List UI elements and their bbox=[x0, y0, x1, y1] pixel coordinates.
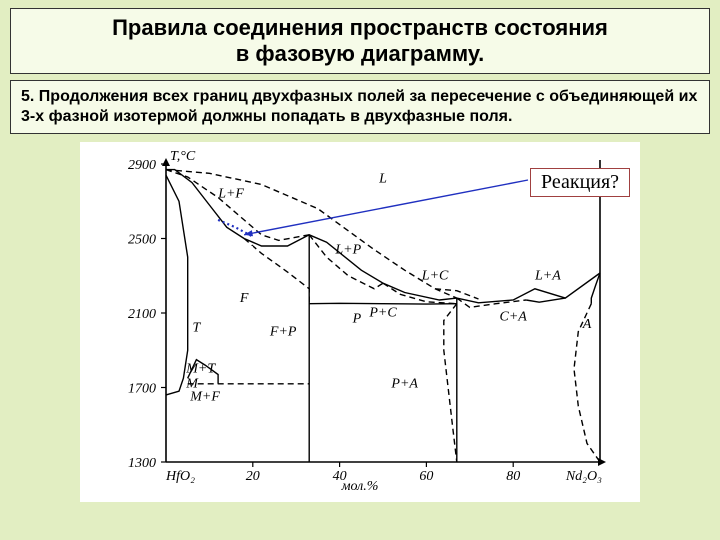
svg-text:Nd₂O₃: Nd₂O₃ bbox=[565, 469, 602, 484]
svg-text:A: A bbox=[582, 317, 592, 332]
svg-text:1300: 1300 bbox=[128, 456, 156, 471]
svg-text:L+C: L+C bbox=[421, 268, 449, 283]
svg-text:60: 60 bbox=[419, 469, 433, 484]
svg-text:L: L bbox=[378, 172, 387, 187]
svg-text:L+F: L+F bbox=[217, 187, 244, 202]
svg-text:C+A: C+A bbox=[500, 309, 528, 324]
svg-text:P+C: P+C bbox=[368, 306, 397, 321]
svg-text:F+P: F+P bbox=[269, 324, 297, 339]
reaction-label: Реакция? bbox=[530, 168, 630, 197]
svg-text:L+A: L+A bbox=[534, 268, 561, 283]
svg-text:2900: 2900 bbox=[128, 158, 156, 173]
svg-text:T,°C: T,°C bbox=[170, 149, 196, 164]
svg-text:HfO₂: HfO₂ bbox=[165, 469, 195, 484]
svg-text:20: 20 bbox=[246, 469, 260, 484]
svg-text:2100: 2100 bbox=[128, 307, 156, 322]
svg-text:P: P bbox=[352, 311, 362, 326]
title-line-1: Правила соединения пространств состояния bbox=[21, 15, 699, 41]
svg-text:L+P: L+P bbox=[334, 242, 361, 257]
svg-text:мол.%: мол.% bbox=[341, 479, 379, 494]
phase-diagram: 13001700210025002900T,°C20406080HfO₂Nd₂O… bbox=[80, 142, 640, 502]
title-box: Правила соединения пространств состояния… bbox=[10, 8, 710, 74]
svg-text:F: F bbox=[239, 291, 249, 306]
svg-text:80: 80 bbox=[506, 469, 520, 484]
svg-text:T: T bbox=[192, 321, 201, 336]
svg-text:M+F: M+F bbox=[189, 390, 220, 405]
svg-text:1700: 1700 bbox=[128, 382, 156, 397]
svg-text:M+T: M+T bbox=[185, 362, 216, 377]
rule-box: 5. Продолжения всех границ двухфазных по… bbox=[10, 80, 710, 134]
svg-text:2500: 2500 bbox=[128, 233, 156, 248]
title-line-2: в фазовую диаграмму. bbox=[21, 41, 699, 67]
svg-text:P+A: P+A bbox=[390, 377, 418, 392]
